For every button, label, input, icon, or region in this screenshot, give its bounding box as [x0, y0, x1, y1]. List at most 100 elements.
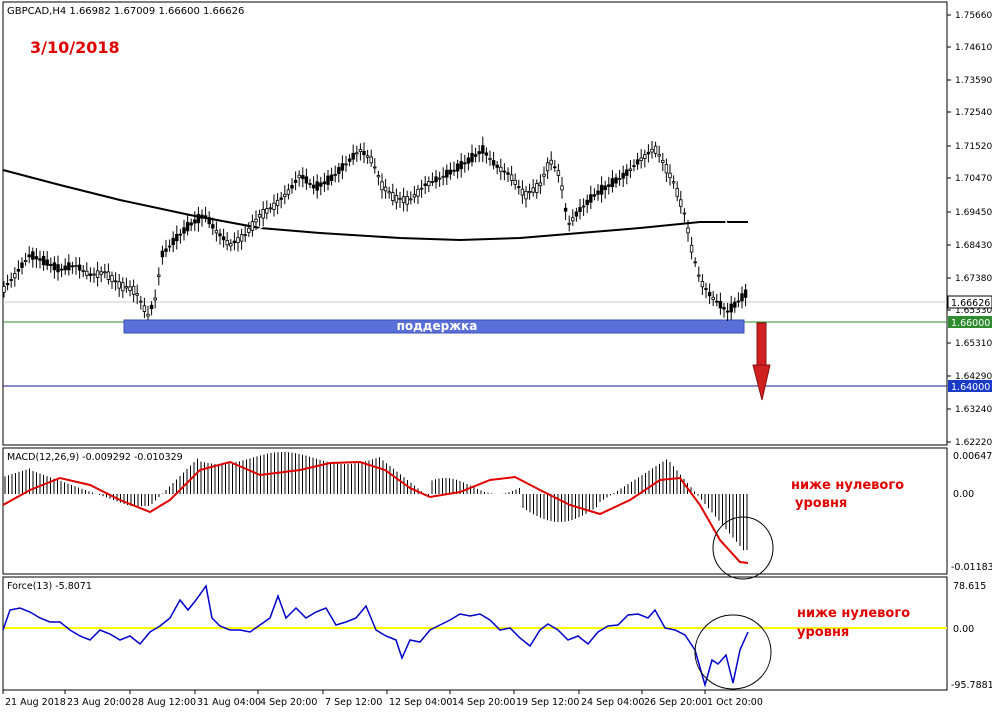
price-axis-label: 1.71520	[955, 142, 992, 152]
candle-body	[391, 192, 395, 201]
candle-body	[135, 293, 139, 296]
candle-body	[254, 218, 258, 223]
candle-body	[488, 157, 492, 160]
candle-body	[265, 208, 269, 214]
price-axis-label: 1.72540	[955, 108, 992, 118]
time-axis-label: 19 Sep 12:00	[516, 697, 579, 708]
price-axis-label: 1.65330	[955, 306, 992, 316]
candle-body	[484, 152, 489, 156]
candle-body	[434, 176, 438, 183]
slow-moving-average-line	[2, 169, 748, 242]
candle-body	[707, 291, 712, 297]
candle-body	[121, 282, 125, 292]
candle-body	[23, 260, 28, 262]
candle-body	[5, 283, 10, 286]
time-axis-label: 28 Aug 12:00	[132, 697, 196, 708]
candle-body	[20, 262, 24, 268]
macd-note-line2: уровня	[795, 496, 847, 511]
candle-body	[711, 296, 715, 300]
candle-body	[99, 271, 103, 275]
time-axis-label: 26 Sep 20:00	[644, 697, 707, 708]
candle-body	[142, 305, 147, 312]
candle-body	[578, 207, 582, 213]
time-axis-label: 7 Sep 12:00	[325, 697, 382, 708]
candle-body	[545, 162, 550, 172]
candle-body	[337, 167, 341, 175]
candle-body	[538, 182, 543, 187]
candle-body	[95, 270, 100, 278]
candle-body	[175, 233, 179, 242]
fast-moving-average-line	[2, 164, 749, 299]
candle-body	[628, 168, 633, 171]
price-axis-label: 1.64290	[955, 372, 992, 382]
candle-body	[38, 258, 42, 261]
candle-body	[13, 273, 17, 279]
target-price-tag	[948, 380, 992, 392]
candle-body	[355, 152, 359, 155]
candle-body	[653, 145, 658, 154]
time-axis-label: 24 Sep 04:00	[581, 697, 644, 708]
macd-axis-top: 0.006474	[953, 451, 992, 462]
candle-body	[416, 188, 420, 197]
candle-body	[661, 159, 665, 163]
symbol-header: GBPCAD,H4 1.66982 1.67009 1.66600 1.6662…	[7, 6, 244, 17]
macd-axis-zero: 0.00	[953, 489, 974, 500]
candle-body	[596, 190, 600, 195]
candle-body	[34, 256, 39, 260]
candle-body	[412, 194, 417, 198]
time-axis: 21 Aug 2018 23 Aug 20:00 28 Aug 12:00 31 Au…	[2, 690, 763, 708]
candle-body	[283, 193, 287, 197]
candle-body	[113, 280, 118, 283]
candle-body	[225, 240, 229, 246]
candle-body	[45, 259, 49, 266]
price-pane[interactable]	[2, 1, 948, 446]
candle-body	[160, 250, 165, 258]
macd-header: MACD(12,26,9) -0.009292 -0.010329	[7, 452, 183, 463]
support-zone[interactable]	[123, 319, 745, 334]
candle-body	[470, 152, 474, 163]
macd-pane[interactable]	[2, 447, 948, 575]
candle-body	[430, 180, 435, 183]
candle-body	[459, 161, 463, 170]
force-note-line1: ниже нулевого	[797, 606, 910, 621]
force-axis-bottom: -95.7881	[951, 680, 992, 691]
candle-body	[369, 156, 373, 164]
candlestick-series	[2, 136, 748, 321]
candle-body	[221, 236, 226, 241]
candle-body	[481, 145, 485, 154]
candle-body	[733, 301, 737, 308]
force-pane[interactable]	[2, 576, 948, 691]
time-axis-label: 31 Aug 04:00	[197, 697, 261, 708]
candle-body	[81, 270, 85, 272]
candle-body	[715, 300, 719, 303]
candle-body	[527, 191, 532, 194]
candle-body	[308, 183, 312, 185]
candle-body	[257, 214, 262, 218]
price-axis-label: 1.65310	[955, 339, 992, 349]
price-axis-label: 1.69450	[955, 208, 992, 218]
support-price-tag	[948, 316, 992, 328]
candle-body	[49, 264, 53, 266]
candle-body	[279, 197, 283, 200]
candle-body	[340, 163, 345, 171]
time-axis-label: 14 Sep 20:00	[452, 697, 515, 708]
candle-body	[574, 211, 579, 217]
candle-body	[164, 248, 168, 252]
candle-body	[239, 234, 244, 242]
candle-body	[632, 165, 636, 168]
candle-body	[740, 293, 744, 302]
candle-body	[67, 262, 71, 271]
time-axis-label: 1 Oct 20:00	[707, 697, 763, 708]
candle-body	[646, 151, 651, 155]
candle-body	[297, 174, 301, 179]
candle-body	[362, 150, 366, 156]
candle-body	[603, 185, 607, 191]
down-arrow-icon	[752, 322, 771, 401]
candle-body	[567, 222, 571, 225]
candle-body	[409, 198, 413, 201]
support-zone-label: поддержка	[397, 319, 478, 333]
candle-body	[621, 172, 625, 179]
macd-signal-line	[2, 460, 749, 564]
candle-body	[207, 217, 211, 225]
